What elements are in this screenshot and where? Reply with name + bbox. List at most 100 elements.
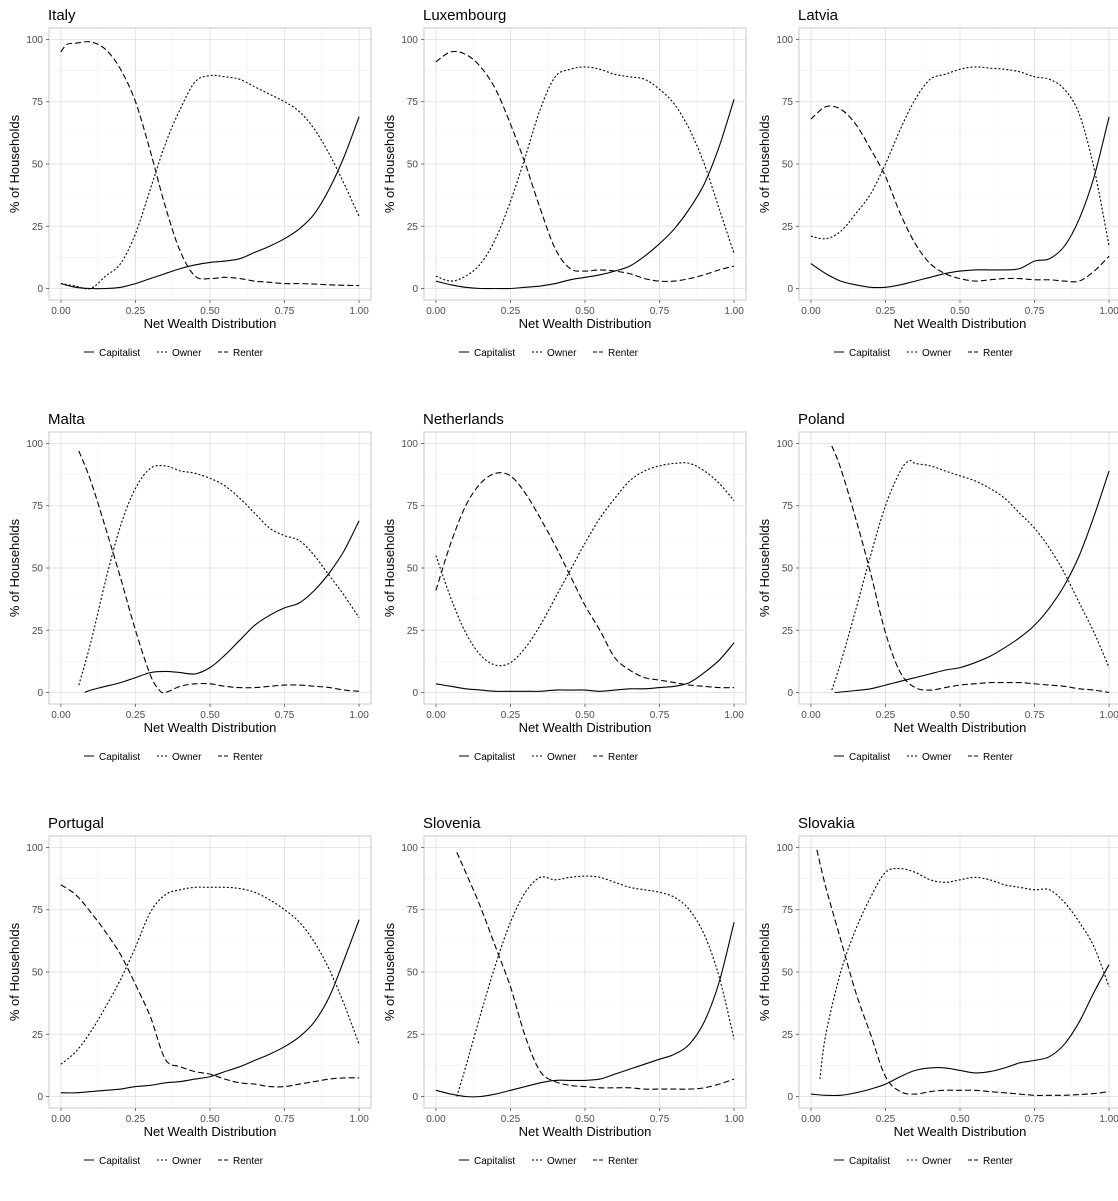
legend-label-renter: Renter (983, 1156, 1014, 1167)
y-tick-label: 0 (412, 688, 418, 699)
y-tick-label: 100 (26, 843, 43, 854)
legend-label-capitalist: Capitalist (99, 348, 140, 359)
legend-label-renter: Renter (608, 1156, 639, 1167)
series-line-capitalist (810, 116, 1110, 289)
legend-label-owner: Owner (547, 348, 577, 359)
series-line-renter (435, 472, 735, 689)
x-tick-label: 1.00 (349, 1114, 369, 1125)
series-line-owner (819, 867, 1110, 1080)
chart-title: Italy (48, 7, 76, 24)
x-tick-label: 0.25 (126, 1114, 146, 1125)
x-tick-label: 0.25 (876, 306, 896, 317)
legend: Capitalist Owner Renter (834, 348, 1014, 359)
x-tick-label: 0.75 (1025, 306, 1045, 317)
chart-panel-malta: Malta 0.00 0.25 0.50 0.75 1.00 0 25 50 75 100 Net W… (7, 411, 372, 763)
x-tick-label: 0.75 (650, 1114, 670, 1125)
x-tick-label: 1.00 (349, 710, 369, 721)
y-tick-label: 25 (407, 1030, 419, 1041)
y-tick-label: 25 (782, 222, 794, 233)
series-line-capitalist (435, 922, 735, 1098)
legend-label-capitalist: Capitalist (99, 1156, 140, 1167)
x-tick-label: 0.75 (275, 306, 295, 317)
legend: Capitalist Owner Renter (84, 752, 264, 763)
y-tick-label: 75 (32, 905, 44, 916)
legend: Capitalist Owner Renter (834, 1156, 1014, 1167)
y-tick-label: 75 (407, 501, 419, 512)
x-tick-label: 0.25 (126, 306, 146, 317)
y-tick-label: 0 (787, 1092, 793, 1103)
legend: Capitalist Owner Renter (834, 752, 1014, 763)
legend: Capitalist Owner Renter (459, 752, 639, 763)
y-tick-label: 25 (782, 626, 794, 637)
x-tick-label: 0.00 (51, 1114, 71, 1125)
x-tick-label: 1.00 (724, 1114, 744, 1125)
x-tick-label: 0.25 (501, 710, 521, 721)
legend-label-renter: Renter (233, 752, 264, 763)
series-line-owner (810, 66, 1110, 247)
x-tick-label: 0.75 (650, 306, 670, 317)
y-tick-label: 100 (26, 439, 43, 450)
chart-panel-slovakia: Slovakia 0.00 0.25 0.50 0.75 1.00 0 25 50 75 100 Ne… (757, 815, 1118, 1167)
y-tick-label: 0 (787, 688, 793, 699)
legend-label-renter: Renter (983, 348, 1014, 359)
x-tick-label: 1.00 (1099, 1114, 1118, 1125)
chart-title: Slovakia (798, 815, 855, 832)
series-line-renter (816, 849, 1110, 1096)
series-line-renter (60, 884, 360, 1088)
x-axis-label: Net Wealth Distribution (519, 1124, 652, 1139)
y-tick-label: 0 (787, 284, 793, 295)
legend-label-renter: Renter (233, 348, 264, 359)
y-tick-label: 75 (407, 905, 419, 916)
series-line-renter (810, 105, 1110, 283)
x-tick-label: 0.25 (126, 710, 146, 721)
y-tick-label: 0 (37, 284, 43, 295)
legend-label-owner: Owner (172, 752, 202, 763)
series-line-owner (435, 462, 735, 667)
legend-label-capitalist: Capitalist (99, 752, 140, 763)
series-line-capitalist (810, 964, 1110, 1097)
chart-title: Malta (48, 411, 85, 428)
x-tick-label: 0.50 (575, 306, 595, 317)
chart-title: Luxembourg (423, 7, 506, 24)
y-tick-label: 25 (32, 1030, 44, 1041)
chart-panel-slovenia: Slovenia 0.00 0.25 0.50 0.75 1.00 0 25 50 75 100 Ne… (382, 815, 747, 1167)
legend-label-renter: Renter (233, 1156, 264, 1167)
y-tick-label: 50 (407, 968, 419, 979)
x-tick-label: 0.00 (801, 306, 821, 317)
x-tick-label: 0.00 (426, 306, 446, 317)
chart-panel-italy: Italy 0.00 0.25 0.50 0.75 1.00 0 25 50 75 100 Net W… (7, 7, 372, 359)
series-line-capitalist (834, 470, 1110, 694)
x-axis-label: Net Wealth Distribution (519, 316, 652, 331)
y-tick-label: 50 (32, 564, 44, 575)
y-tick-label: 25 (407, 222, 419, 233)
chart-panel-netherlands: Netherlands 0.00 0.25 0.50 0.75 1.00 0 25 50 75 10… (382, 411, 747, 763)
x-tick-label: 0.75 (275, 710, 295, 721)
x-tick-label: 0.25 (501, 306, 521, 317)
x-tick-label: 0.50 (200, 710, 220, 721)
y-tick-label: 100 (401, 843, 418, 854)
series-line-owner (60, 74, 360, 290)
x-axis-label: Net Wealth Distribution (894, 720, 1027, 735)
x-tick-label: 0.50 (575, 1114, 595, 1125)
x-tick-label: 0.00 (426, 710, 446, 721)
legend-label-capitalist: Capitalist (474, 348, 515, 359)
x-axis-label: Net Wealth Distribution (519, 720, 652, 735)
x-tick-label: 1.00 (349, 306, 369, 317)
x-tick-label: 1.00 (1099, 710, 1118, 721)
y-axis-label: % of Households (757, 114, 772, 213)
chart-title: Slovenia (423, 815, 481, 832)
y-tick-label: 100 (776, 35, 793, 46)
legend-label-owner: Owner (922, 1156, 952, 1167)
series-line-renter (435, 50, 735, 282)
y-axis-label: % of Households (7, 114, 22, 213)
y-tick-label: 100 (776, 843, 793, 854)
y-tick-label: 75 (32, 97, 44, 108)
x-tick-label: 0.00 (801, 1114, 821, 1125)
legend: Capitalist Owner Renter (459, 1156, 639, 1167)
y-tick-label: 75 (782, 905, 794, 916)
x-tick-label: 0.50 (950, 1114, 970, 1125)
y-tick-label: 0 (37, 1092, 43, 1103)
y-tick-label: 25 (32, 222, 44, 233)
legend-label-renter: Renter (983, 752, 1014, 763)
y-axis-label: % of Households (382, 114, 397, 213)
